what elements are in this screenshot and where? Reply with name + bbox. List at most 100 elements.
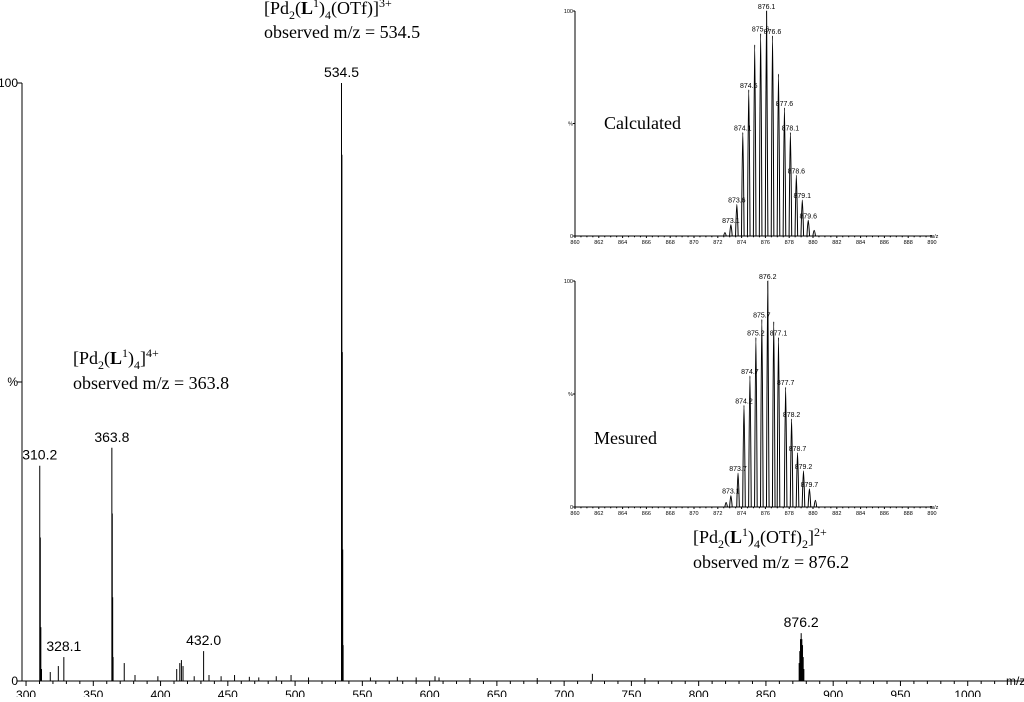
measured-x-tick-label: 880 [808, 511, 817, 517]
measured-peak-label: 877.7 [777, 380, 795, 387]
measured-peak-label: 879.7 [801, 482, 819, 489]
calculated-y-tick-label: 0 [570, 234, 573, 240]
measured-isotope-peak [729, 495, 733, 508]
ion-534-formula: [Pd2(L1)4(OTf)]3+ [264, 0, 392, 22]
measured-peak-label: 878.7 [789, 446, 807, 453]
calculated-isotope-peak [729, 224, 733, 237]
calculated-isotope-peak [770, 35, 775, 237]
main-peak-label: 534.5 [324, 64, 359, 80]
measured-x-tick-label: 862 [594, 511, 603, 517]
measured-isotope-peak [783, 386, 788, 508]
measured-isotope-peak [754, 336, 758, 508]
main-y-tick-label: 0 [11, 674, 18, 688]
main-x-tick-label: 400 [151, 688, 171, 697]
calculated-isotope-peak [806, 219, 811, 237]
measured-x-tick-label: 890 [927, 511, 936, 517]
calculated-x-tick-label: 888 [904, 240, 913, 246]
calculated-x-tick-label: 878 [785, 240, 794, 246]
measured-isotope-peak [771, 321, 776, 508]
measured-peak-label: 878.2 [783, 412, 801, 419]
measured-y-tick-label: % [568, 392, 573, 398]
main-y-tick-label: % [7, 375, 18, 389]
main-peak-label: 310.2 [22, 447, 57, 463]
measured-x-tick-label: 860 [570, 511, 579, 517]
calculated-x-tick-label: 886 [880, 240, 889, 246]
calculated-label: Calculated [604, 113, 681, 133]
calculated-x-tick-label: 876 [761, 240, 770, 246]
ion-876-observed: observed m/z = 876.2 [693, 552, 849, 572]
calculated-x-tick-label: 866 [642, 240, 651, 246]
main-x-tick-label: 550 [352, 688, 372, 697]
calculated-isotope-peak [758, 32, 763, 237]
ion-363-annotation: [Pd2(L1)4]4+ observed m/z = 363.8 [73, 346, 229, 393]
calculated-isotope-peak [723, 232, 727, 237]
calculated-isotope-peak [788, 131, 793, 237]
measured-isotope-peak [789, 418, 794, 508]
measured-isotope-peak [760, 318, 764, 508]
measured-x-tick-label: 878 [785, 511, 794, 517]
measured-peak-label: 873.1 [722, 489, 740, 496]
calculated-x-tick-label: 862 [594, 240, 603, 246]
ion-534-annotation: [Pd2(L1)4(OTf)]3+ observed m/z = 534.5 [264, 0, 420, 42]
calculated-isotope-peak [776, 73, 781, 237]
measured-y-tick-label: 0 [570, 505, 573, 511]
calculated-isotope-peak [764, 10, 769, 237]
ion-876-formula: [Pd2(L1)4(OTf)2]2+ [693, 525, 827, 551]
calculated-isotope-peak [740, 131, 745, 237]
calculated-x-tick-label: 890 [927, 240, 936, 246]
measured-y-tick-label: 100 [564, 279, 573, 285]
calculated-peak-label: 875.6 [752, 27, 770, 34]
measured-isotope-peak [742, 404, 746, 508]
calculated-x-tick-label: 882 [832, 240, 841, 246]
measured-isotope-peak [807, 488, 812, 508]
main-x-tick-label: 450 [218, 688, 238, 697]
main-x-tick-label: 800 [689, 688, 709, 697]
calculated-peak-label: 874.1 [734, 126, 752, 133]
main-x-axis-label: m/z [1006, 674, 1024, 688]
calculated-x-axis-label: m/z [930, 234, 939, 240]
calculated-peak-label: 878.1 [782, 126, 800, 133]
calculated-y-tick-label: 100 [564, 9, 573, 15]
measured-peak-label: 874.2 [735, 398, 753, 405]
calculated-x-tick-label: 860 [570, 240, 579, 246]
main-x-tick-label: 350 [83, 688, 103, 697]
main-x-tick-label: 900 [823, 688, 843, 697]
calculated-x-tick-label: 880 [808, 240, 817, 246]
measured-isotope-peak [736, 472, 740, 508]
main-peak-label: 363.8 [94, 429, 129, 445]
calculated-isotope-peak [752, 44, 757, 237]
measured-x-tick-label: 870 [689, 511, 698, 517]
main-x-tick-label: 650 [487, 688, 507, 697]
measured-x-tick-label: 868 [666, 511, 675, 517]
ion-876-annotation: [Pd2(L1)4(OTf)2]2+ observed m/z = 876.2 [693, 525, 849, 572]
main-x-tick-label: 600 [420, 688, 440, 697]
calculated-isotope-peak [794, 174, 799, 237]
measured-isotope-peak [776, 336, 781, 508]
calculated-peak-label: 879.6 [799, 213, 817, 220]
main-x-tick-label: 1000 [954, 688, 981, 697]
measured-isotope-peak [765, 280, 770, 508]
measured-x-tick-label: 876 [761, 511, 770, 517]
measured-isotope-peak [795, 452, 800, 508]
measured-label: Mesured [594, 428, 657, 448]
calculated-isotope-peak [782, 107, 787, 237]
measured-peak-label: 873.7 [729, 466, 747, 473]
measured-x-tick-label: 864 [618, 511, 627, 517]
main-x-tick-label: 750 [621, 688, 641, 697]
main-y-tick-label: 100 [0, 76, 18, 90]
main-x-tick-label: 850 [756, 688, 776, 697]
calculated-peak-label: 879.1 [794, 193, 812, 200]
calculated-x-tick-label: 884 [856, 240, 865, 246]
measured-peak-label: 874.7 [741, 369, 759, 376]
measured-peak-label: 879.2 [795, 464, 813, 471]
calculated-x-tick-label: 872 [713, 240, 722, 246]
main-x-tick-label: 300 [16, 688, 36, 697]
ion-363-formula: [Pd2(L1)4]4+ [73, 346, 159, 372]
measured-isotope-peak [801, 470, 806, 508]
measured-x-tick-label: 888 [904, 511, 913, 517]
calculated-isotope-peak [812, 229, 816, 237]
calculated-x-tick-label: 870 [689, 240, 698, 246]
